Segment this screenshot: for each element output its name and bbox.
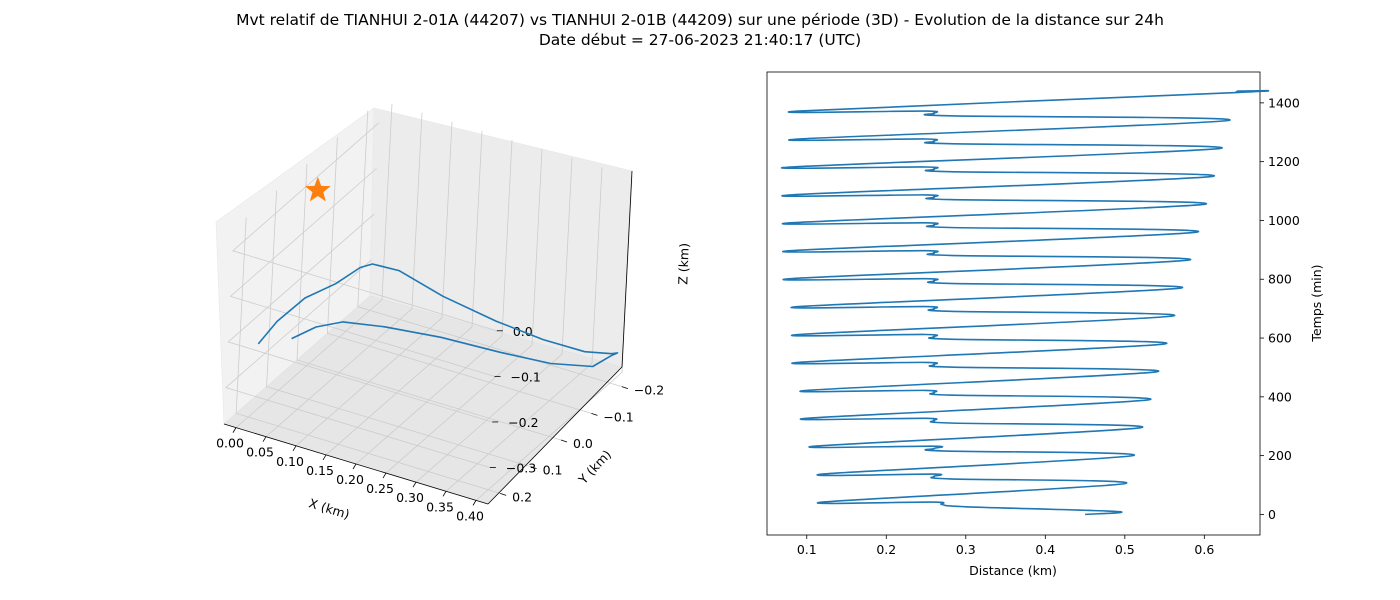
x-tick-label: 0.25 (366, 481, 394, 496)
grid-line-y (296, 163, 562, 441)
grid-line-z (227, 213, 493, 423)
plot3d: 0.000.050.100.150.200.250.300.350.40 −0.2… (215, 103, 692, 523)
x2d-tick-label: 0.5 (1115, 542, 1135, 557)
grid-line-z (225, 259, 490, 468)
x2d-tick-label: 0.1 (797, 542, 817, 557)
x-tick-mark (382, 472, 387, 479)
grid-line-x (265, 112, 423, 438)
grid-line-x (355, 139, 513, 465)
x-tick-mark (322, 454, 327, 461)
x2d-axis-label: Distance (km) (969, 563, 1057, 578)
star-marker (304, 176, 331, 202)
grid-line-y (266, 190, 531, 468)
grid-line-z (229, 168, 495, 377)
x-tick-label: 0.35 (426, 499, 454, 514)
x-tick-mark (262, 436, 267, 442)
y-tick-mark (621, 386, 628, 390)
x-tick-mark (472, 500, 477, 506)
y-tick-label: 0.0 (573, 436, 593, 451)
plot2d-frame (766, 71, 1261, 536)
y2d-tick-label: 400 (1268, 389, 1292, 404)
x-axis-label: X (km) (307, 495, 351, 522)
x2d-tick-label: 0.4 (1035, 542, 1055, 557)
grid-line-y (327, 137, 592, 414)
grid-line-x (445, 167, 603, 492)
z-axis-line (621, 170, 633, 368)
x-tick-mark (442, 491, 447, 497)
y-axis-label: Y (km) (575, 447, 614, 488)
plot2d: 0.1 0.2 0.3 0.4 0.5 0.6 0 200 400 600 800 1000 1200 1… (766, 71, 1324, 578)
y-tick-mark (560, 439, 568, 443)
y-tick-label: −0.2 (634, 383, 664, 398)
x-tick-label: 0.10 (276, 454, 304, 469)
y2d-tick-label: 600 (1268, 331, 1292, 346)
plot2d-ticks: 0.1 0.2 0.3 0.4 0.5 0.6 0 200 400 600 800 1000 1200 1… (797, 95, 1300, 557)
figure-title: Mvt relatif de TIANHUI 2-01A (44207) vs … (236, 11, 1164, 29)
y-tick-label: −0.1 (603, 409, 633, 424)
y-tick-label: 0.2 (512, 489, 532, 504)
y-tick-mark (591, 412, 598, 416)
grid-line-z (232, 122, 497, 332)
grid-line-x (235, 103, 393, 428)
distance-series-line (780, 89, 1270, 516)
x2d-tick-label: 0.3 (956, 542, 976, 557)
grid-line-x (295, 121, 453, 447)
y2d-tick-label: 1200 (1268, 154, 1300, 169)
x-tick-mark (232, 427, 237, 433)
x-tick-label: 0.30 (396, 490, 424, 505)
z-tick-label: −0.2 (508, 415, 538, 430)
figure-subtitle: Date début = 27-06-2023 21:40:17 (UTC) (538, 31, 862, 49)
x-tick-mark (292, 445, 297, 452)
y2d-tick-label: 200 (1268, 448, 1292, 463)
x-tick-mark (412, 481, 417, 488)
plot3d-grid (225, 103, 633, 501)
y2d-tick-label: 1000 (1268, 213, 1300, 228)
y2d-tick-label: 1400 (1268, 95, 1300, 110)
x-tick-label: 0.40 (456, 508, 484, 523)
y-tick-mark (500, 492, 507, 496)
y2d-axis-label: Temps (min) (1309, 264, 1324, 342)
plot3d-panes (215, 107, 633, 505)
x2d-tick-label: 0.6 (1194, 542, 1214, 557)
grid-line-x (325, 130, 483, 456)
z-tick-label: −0.1 (511, 369, 541, 384)
grid-line-x (385, 149, 543, 474)
grid-line-y (235, 217, 501, 494)
y-tick-mark (530, 466, 537, 470)
x-tick-label: 0.00 (216, 436, 244, 451)
z-tick-label: −0.3 (506, 461, 536, 476)
y-axis-line (487, 366, 623, 505)
x-tick-mark (352, 463, 357, 470)
x2d-tick-label: 0.2 (876, 542, 896, 557)
z-axis-label: Z (km) (675, 243, 691, 285)
y-tick-label: 0.1 (543, 463, 563, 478)
y2d-tick-label: 800 (1268, 272, 1292, 287)
x-tick-label: 0.05 (246, 445, 274, 460)
grid-line-x (415, 158, 573, 483)
x-tick-label: 0.15 (306, 463, 334, 478)
trajectory-line (257, 263, 619, 368)
y2d-tick-label: 0 (1268, 507, 1276, 522)
x-tick-label: 0.20 (336, 472, 364, 487)
